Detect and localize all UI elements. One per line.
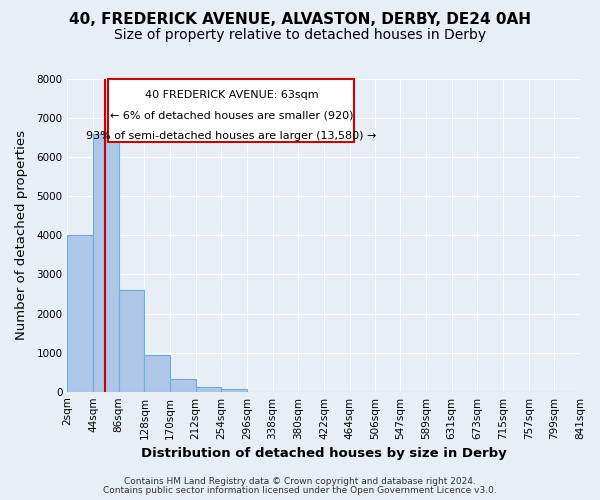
Text: ← 6% of detached houses are smaller (920): ← 6% of detached houses are smaller (920…	[110, 110, 353, 120]
Text: Contains HM Land Registry data © Crown copyright and database right 2024.: Contains HM Land Registry data © Crown c…	[124, 477, 476, 486]
Bar	[145, 354, 170, 392]
Text: 40 FREDERICK AVENUE: 63sqm: 40 FREDERICK AVENUE: 63sqm	[145, 90, 318, 100]
Bar	[93, 134, 119, 392]
FancyBboxPatch shape	[109, 79, 355, 142]
Y-axis label: Number of detached properties: Number of detached properties	[15, 130, 28, 340]
Bar	[67, 236, 93, 392]
Text: Contains public sector information licensed under the Open Government Licence v3: Contains public sector information licen…	[103, 486, 497, 495]
X-axis label: Distribution of detached houses by size in Derby: Distribution of detached houses by size …	[141, 447, 506, 460]
Bar	[196, 388, 221, 392]
Bar	[119, 290, 145, 392]
Text: Size of property relative to detached houses in Derby: Size of property relative to detached ho…	[114, 28, 486, 42]
Bar	[170, 379, 196, 392]
Text: 40, FREDERICK AVENUE, ALVASTON, DERBY, DE24 0AH: 40, FREDERICK AVENUE, ALVASTON, DERBY, D…	[69, 12, 531, 28]
Text: 93% of semi-detached houses are larger (13,580) →: 93% of semi-detached houses are larger (…	[86, 130, 377, 140]
Bar	[221, 389, 247, 392]
